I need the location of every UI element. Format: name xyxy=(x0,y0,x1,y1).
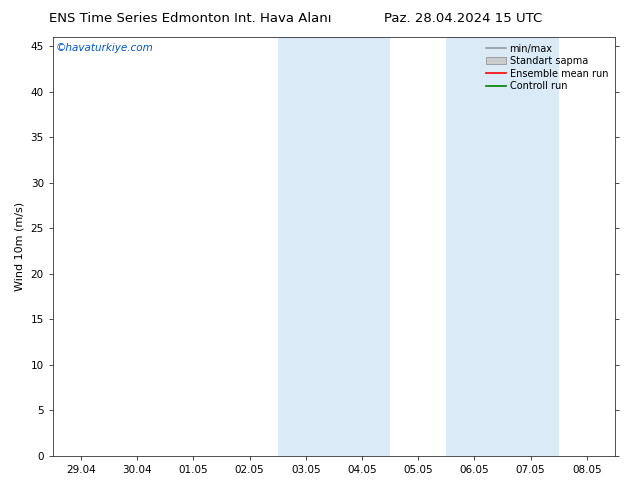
Text: ©havaturkiye.com: ©havaturkiye.com xyxy=(56,43,153,53)
Y-axis label: Wind 10m (m/s): Wind 10m (m/s) xyxy=(15,202,25,291)
Text: Paz. 28.04.2024 15 UTC: Paz. 28.04.2024 15 UTC xyxy=(384,12,542,25)
Bar xyxy=(278,37,390,456)
Legend: min/max, Standart sapma, Ensemble mean run, Controll run: min/max, Standart sapma, Ensemble mean r… xyxy=(484,42,610,93)
Text: ENS Time Series Edmonton Int. Hava Alanı: ENS Time Series Edmonton Int. Hava Alanı xyxy=(49,12,332,25)
Bar xyxy=(446,37,559,456)
